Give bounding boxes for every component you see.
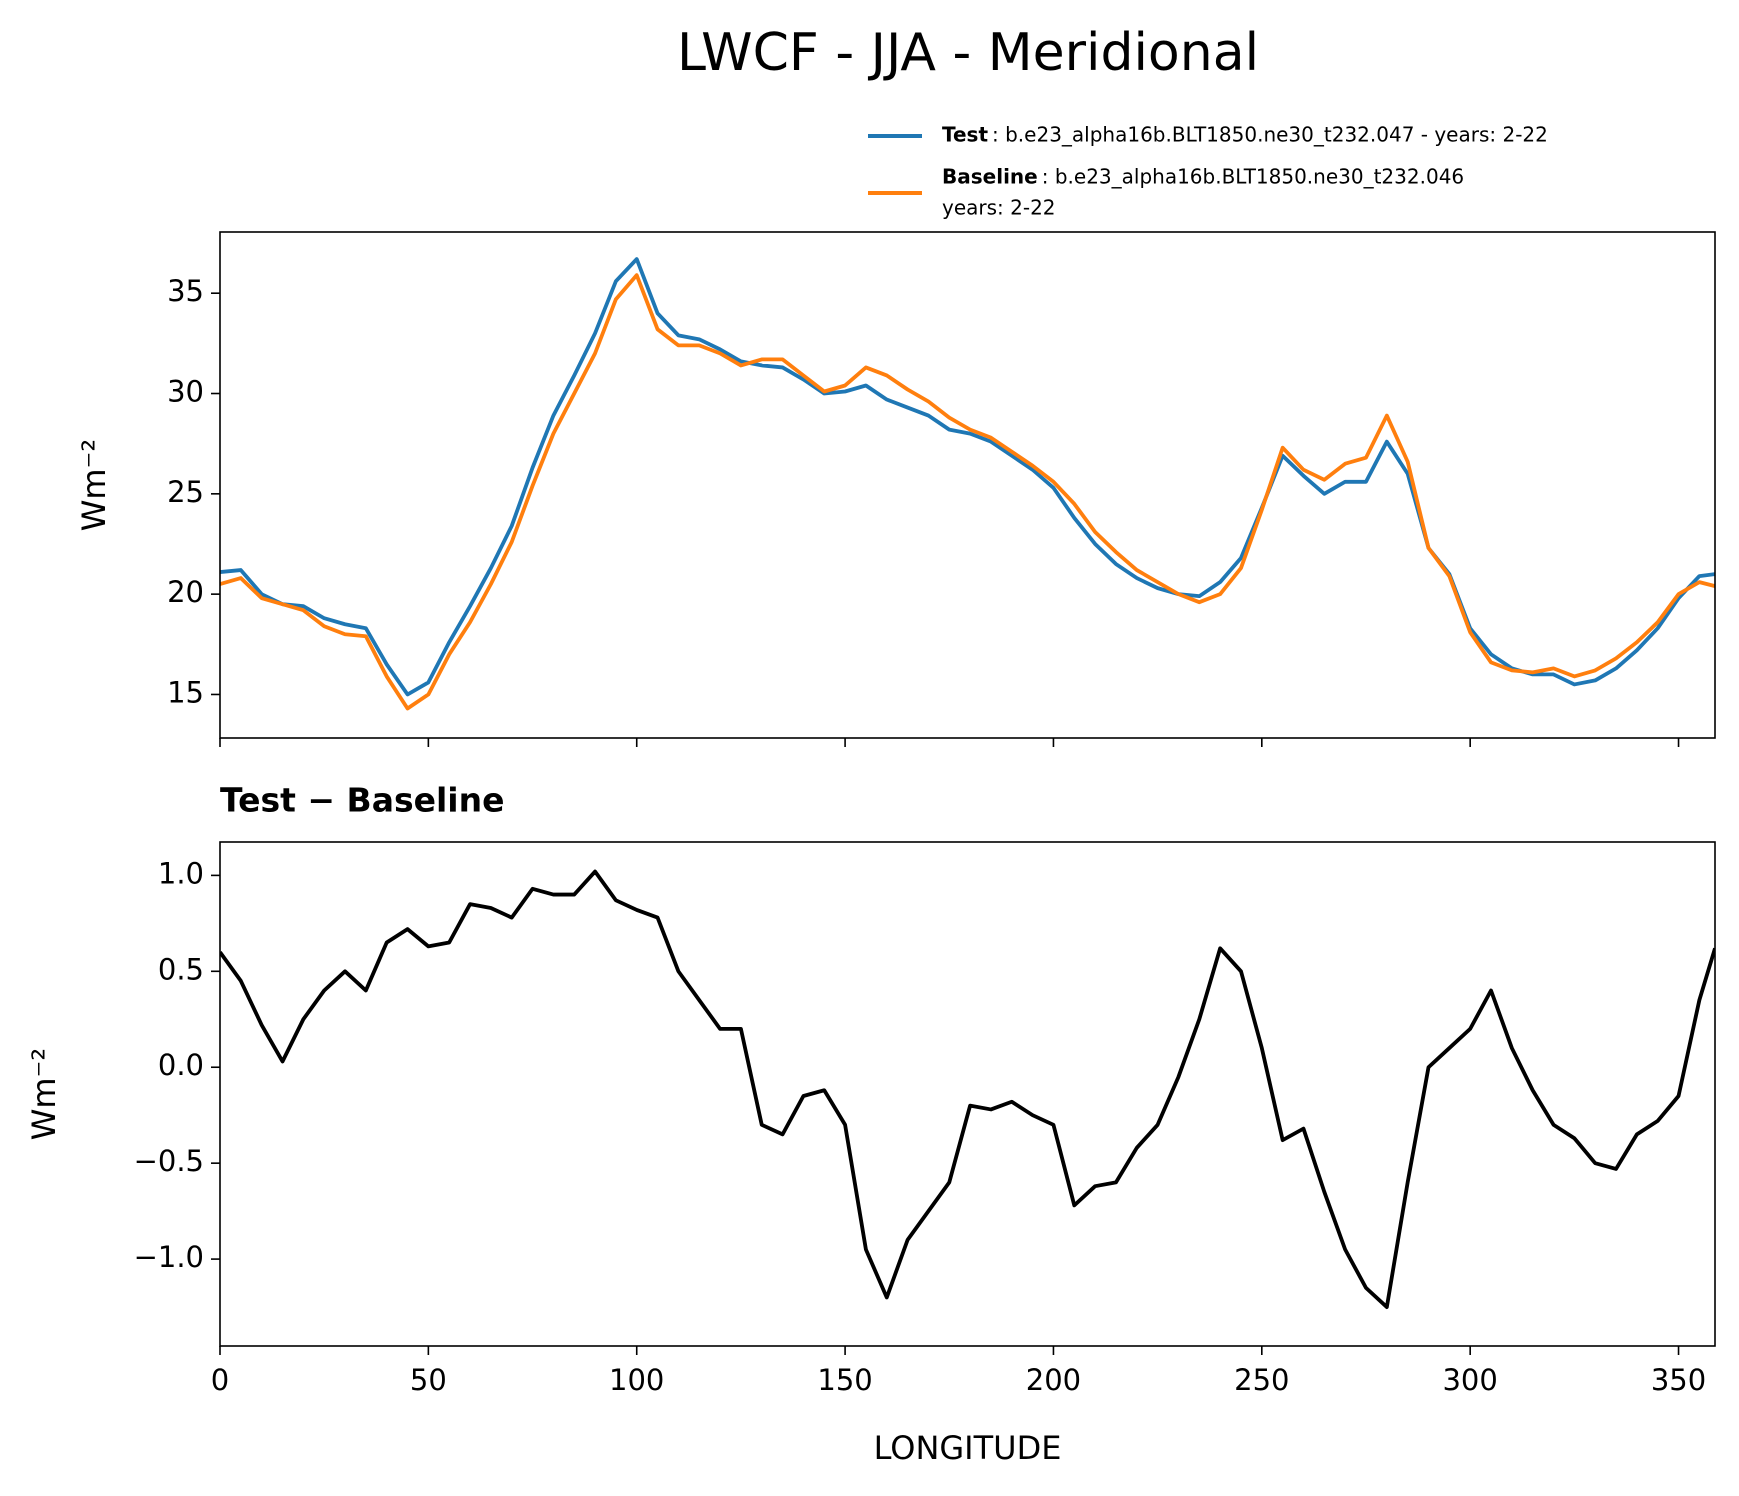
- axes-frame: [219, 841, 1716, 1347]
- difference-line: [220, 869, 1715, 1309]
- legend-label: : b.e23_alpha16b.BLT1850.ne30_t232.047 -…: [992, 123, 1548, 147]
- legend-label: : b.e23_alpha16b.BLT1850.ne30_t232.046: [1042, 165, 1464, 189]
- y-tick-label: −1.0: [134, 1240, 204, 1274]
- legend-name: Baseline: [942, 165, 1038, 189]
- x-tick-label: 250: [1234, 1363, 1289, 1397]
- legend-name: Test: [942, 123, 988, 147]
- y-tick-label: 0.5: [158, 952, 204, 986]
- y-tick-label: 1.0: [158, 856, 204, 890]
- x-tick-label: 150: [817, 1363, 872, 1397]
- series-line: [220, 273, 1715, 711]
- x-tick-label: 100: [609, 1363, 664, 1397]
- chart-title: LWCF - JJA - Meridional: [677, 23, 1259, 83]
- x-tick-label: 0: [211, 1363, 229, 1397]
- x-tick-label: 350: [1651, 1363, 1706, 1397]
- x-tick-label: 300: [1442, 1363, 1497, 1397]
- y-tick-label: 15: [167, 675, 204, 709]
- y-tick-label: 35: [167, 274, 204, 308]
- subplot-title: Test − Baseline: [220, 781, 505, 820]
- y-axis-label: Wm⁻²: [75, 439, 113, 532]
- x-tick-label: 50: [410, 1363, 447, 1397]
- y-tick-label: −0.5: [134, 1144, 204, 1178]
- y-tick-label: 30: [167, 375, 204, 409]
- y-axis-label: Wm⁻²: [25, 1048, 63, 1141]
- axes-frame: [219, 231, 1716, 739]
- x-tick-label: 200: [1026, 1363, 1081, 1397]
- legend-label: years: 2-22: [942, 196, 1056, 220]
- x-axis-label: LONGITUDE: [874, 1429, 1062, 1467]
- series-line: [220, 257, 1715, 697]
- y-tick-label: 0.0: [158, 1048, 204, 1082]
- y-tick-label: 20: [167, 575, 204, 609]
- y-tick-label: 25: [167, 475, 204, 509]
